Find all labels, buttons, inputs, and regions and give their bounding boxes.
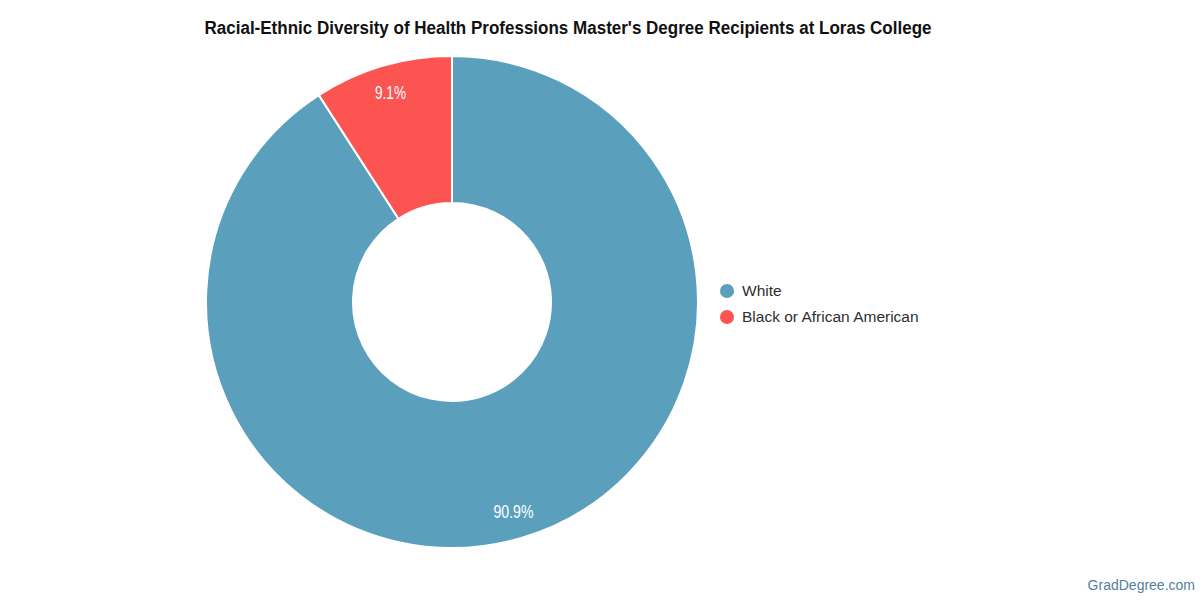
watermark[interactable]: GradDegree.com: [1088, 577, 1195, 593]
legend-item-black-or-african-american[interactable]: Black or African American: [720, 304, 919, 330]
slice-label-white: 90.9%: [493, 501, 533, 522]
legend-item-white[interactable]: White: [720, 278, 919, 304]
donut-chart-svg: Racial-Ethnic Diversity of Health Profes…: [0, 0, 1200, 600]
legend-label-black-or-african-american: Black or African American: [742, 309, 919, 325]
legend-marker-black-or-african-american: [720, 310, 734, 324]
legend-label-white: White: [742, 283, 782, 299]
chart-title: Racial-Ethnic Diversity of Health Profes…: [205, 18, 932, 38]
slice-label-black-or-african-american: 9.1%: [375, 82, 406, 103]
legend-marker-white: [720, 284, 734, 298]
legend: White Black or African American: [720, 278, 919, 330]
pie-chart: Racial-Ethnic Diversity of Health Profes…: [0, 0, 1200, 600]
